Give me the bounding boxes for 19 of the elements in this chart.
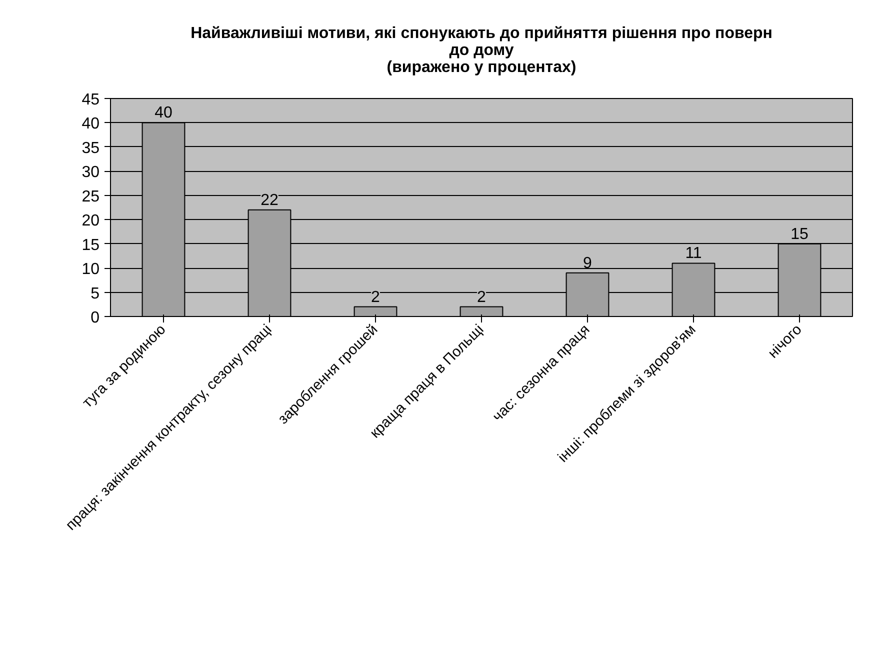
- data-label: 40: [154, 104, 172, 122]
- y-tick-label: 10: [82, 261, 100, 278]
- data-label: 9: [583, 254, 592, 272]
- y-tick-label: 40: [82, 116, 100, 133]
- y-tick-label: 25: [82, 188, 100, 206]
- chart-subtitle: (виражено у процентах): [386, 59, 576, 76]
- y-tick-label: 35: [82, 140, 100, 157]
- y-tick-label: 45: [82, 92, 100, 108]
- y-tick-label: 30: [82, 164, 100, 182]
- data-label: 11: [685, 245, 702, 262]
- y-tick-label: 15: [82, 236, 100, 254]
- y-tick-label: 5: [90, 285, 100, 302]
- data-label: 22: [260, 192, 278, 209]
- chart-title: Найважливіші мотиви, які спонукають до прийняття рішення про поверн до дому: [190, 25, 772, 59]
- y-tick-label: 20: [82, 212, 100, 230]
- y-tick-label: 0: [90, 310, 100, 326]
- data-label: 15: [790, 226, 808, 243]
- data-label: 2: [371, 288, 380, 306]
- data-label: 2: [477, 288, 486, 306]
